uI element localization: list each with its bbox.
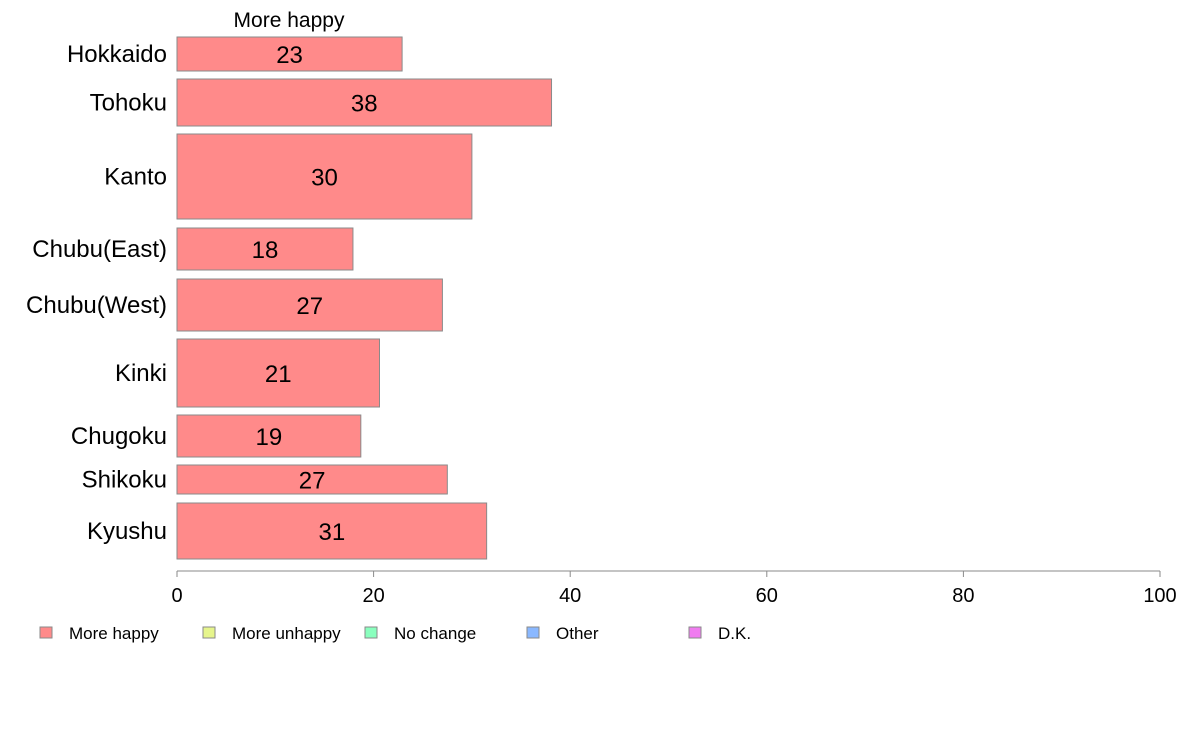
bar <box>176 278 443 332</box>
bar <box>176 464 448 495</box>
category-label: Shikoku <box>82 467 167 494</box>
category-label: Kinki <box>115 360 167 387</box>
x-tick-label: 40 <box>559 585 581 607</box>
legend-swatch <box>202 626 216 639</box>
bar <box>176 502 488 560</box>
legend-label: More happy <box>69 624 159 643</box>
category-label: Hokkaido <box>67 41 167 68</box>
data-label: 27 <box>299 468 326 495</box>
legend-swatch <box>364 626 378 639</box>
x-tick-label: 100 <box>1143 585 1176 607</box>
data-label: 18 <box>252 237 279 264</box>
bar <box>176 36 403 72</box>
bars-layer: 23 38 30 18 27 21 19 27 31 <box>176 36 553 560</box>
category-label: Chubu(West) <box>26 292 167 319</box>
x-tick-label: 80 <box>952 585 974 607</box>
legend-label: No change <box>394 624 476 643</box>
category-label: Chugoku <box>71 423 167 450</box>
category-label: Chubu(East) <box>32 236 167 263</box>
legend-label: Other <box>556 624 599 643</box>
legend: More happy More unhappy No change Other D.K. <box>39 624 751 643</box>
legend-label: D.K. <box>718 624 751 643</box>
legend-swatch <box>39 626 53 639</box>
bar <box>176 227 354 271</box>
bar <box>176 133 473 220</box>
x-tick-label: 20 <box>362 585 384 607</box>
bar <box>176 78 553 127</box>
legend-label: More unhappy <box>232 624 341 643</box>
top-series-label: More happy <box>234 9 345 32</box>
data-label: 23 <box>276 42 303 69</box>
category-label: Kanto <box>104 164 167 191</box>
category-label: Kyushu <box>87 518 167 545</box>
data-label: 27 <box>296 293 323 320</box>
x-tick-label: 60 <box>756 585 778 607</box>
data-label: 19 <box>256 424 283 451</box>
x-tick-label: 0 <box>171 585 182 607</box>
data-label: 38 <box>351 91 378 118</box>
legend-swatch <box>526 626 540 639</box>
data-label: 21 <box>265 361 292 388</box>
category-labels: Hokkaido Tohoku Kanto Chubu(East) Chubu(West… <box>26 41 167 545</box>
data-label: 30 <box>311 165 338 192</box>
legend-swatch <box>688 626 702 639</box>
header-layer: More happy <box>234 9 345 32</box>
bar <box>176 338 380 408</box>
category-label: Tohoku <box>90 90 167 117</box>
data-label: 31 <box>318 519 345 546</box>
bar <box>176 414 362 458</box>
x-axis: 0 20 40 60 80 100 <box>171 570 1177 607</box>
